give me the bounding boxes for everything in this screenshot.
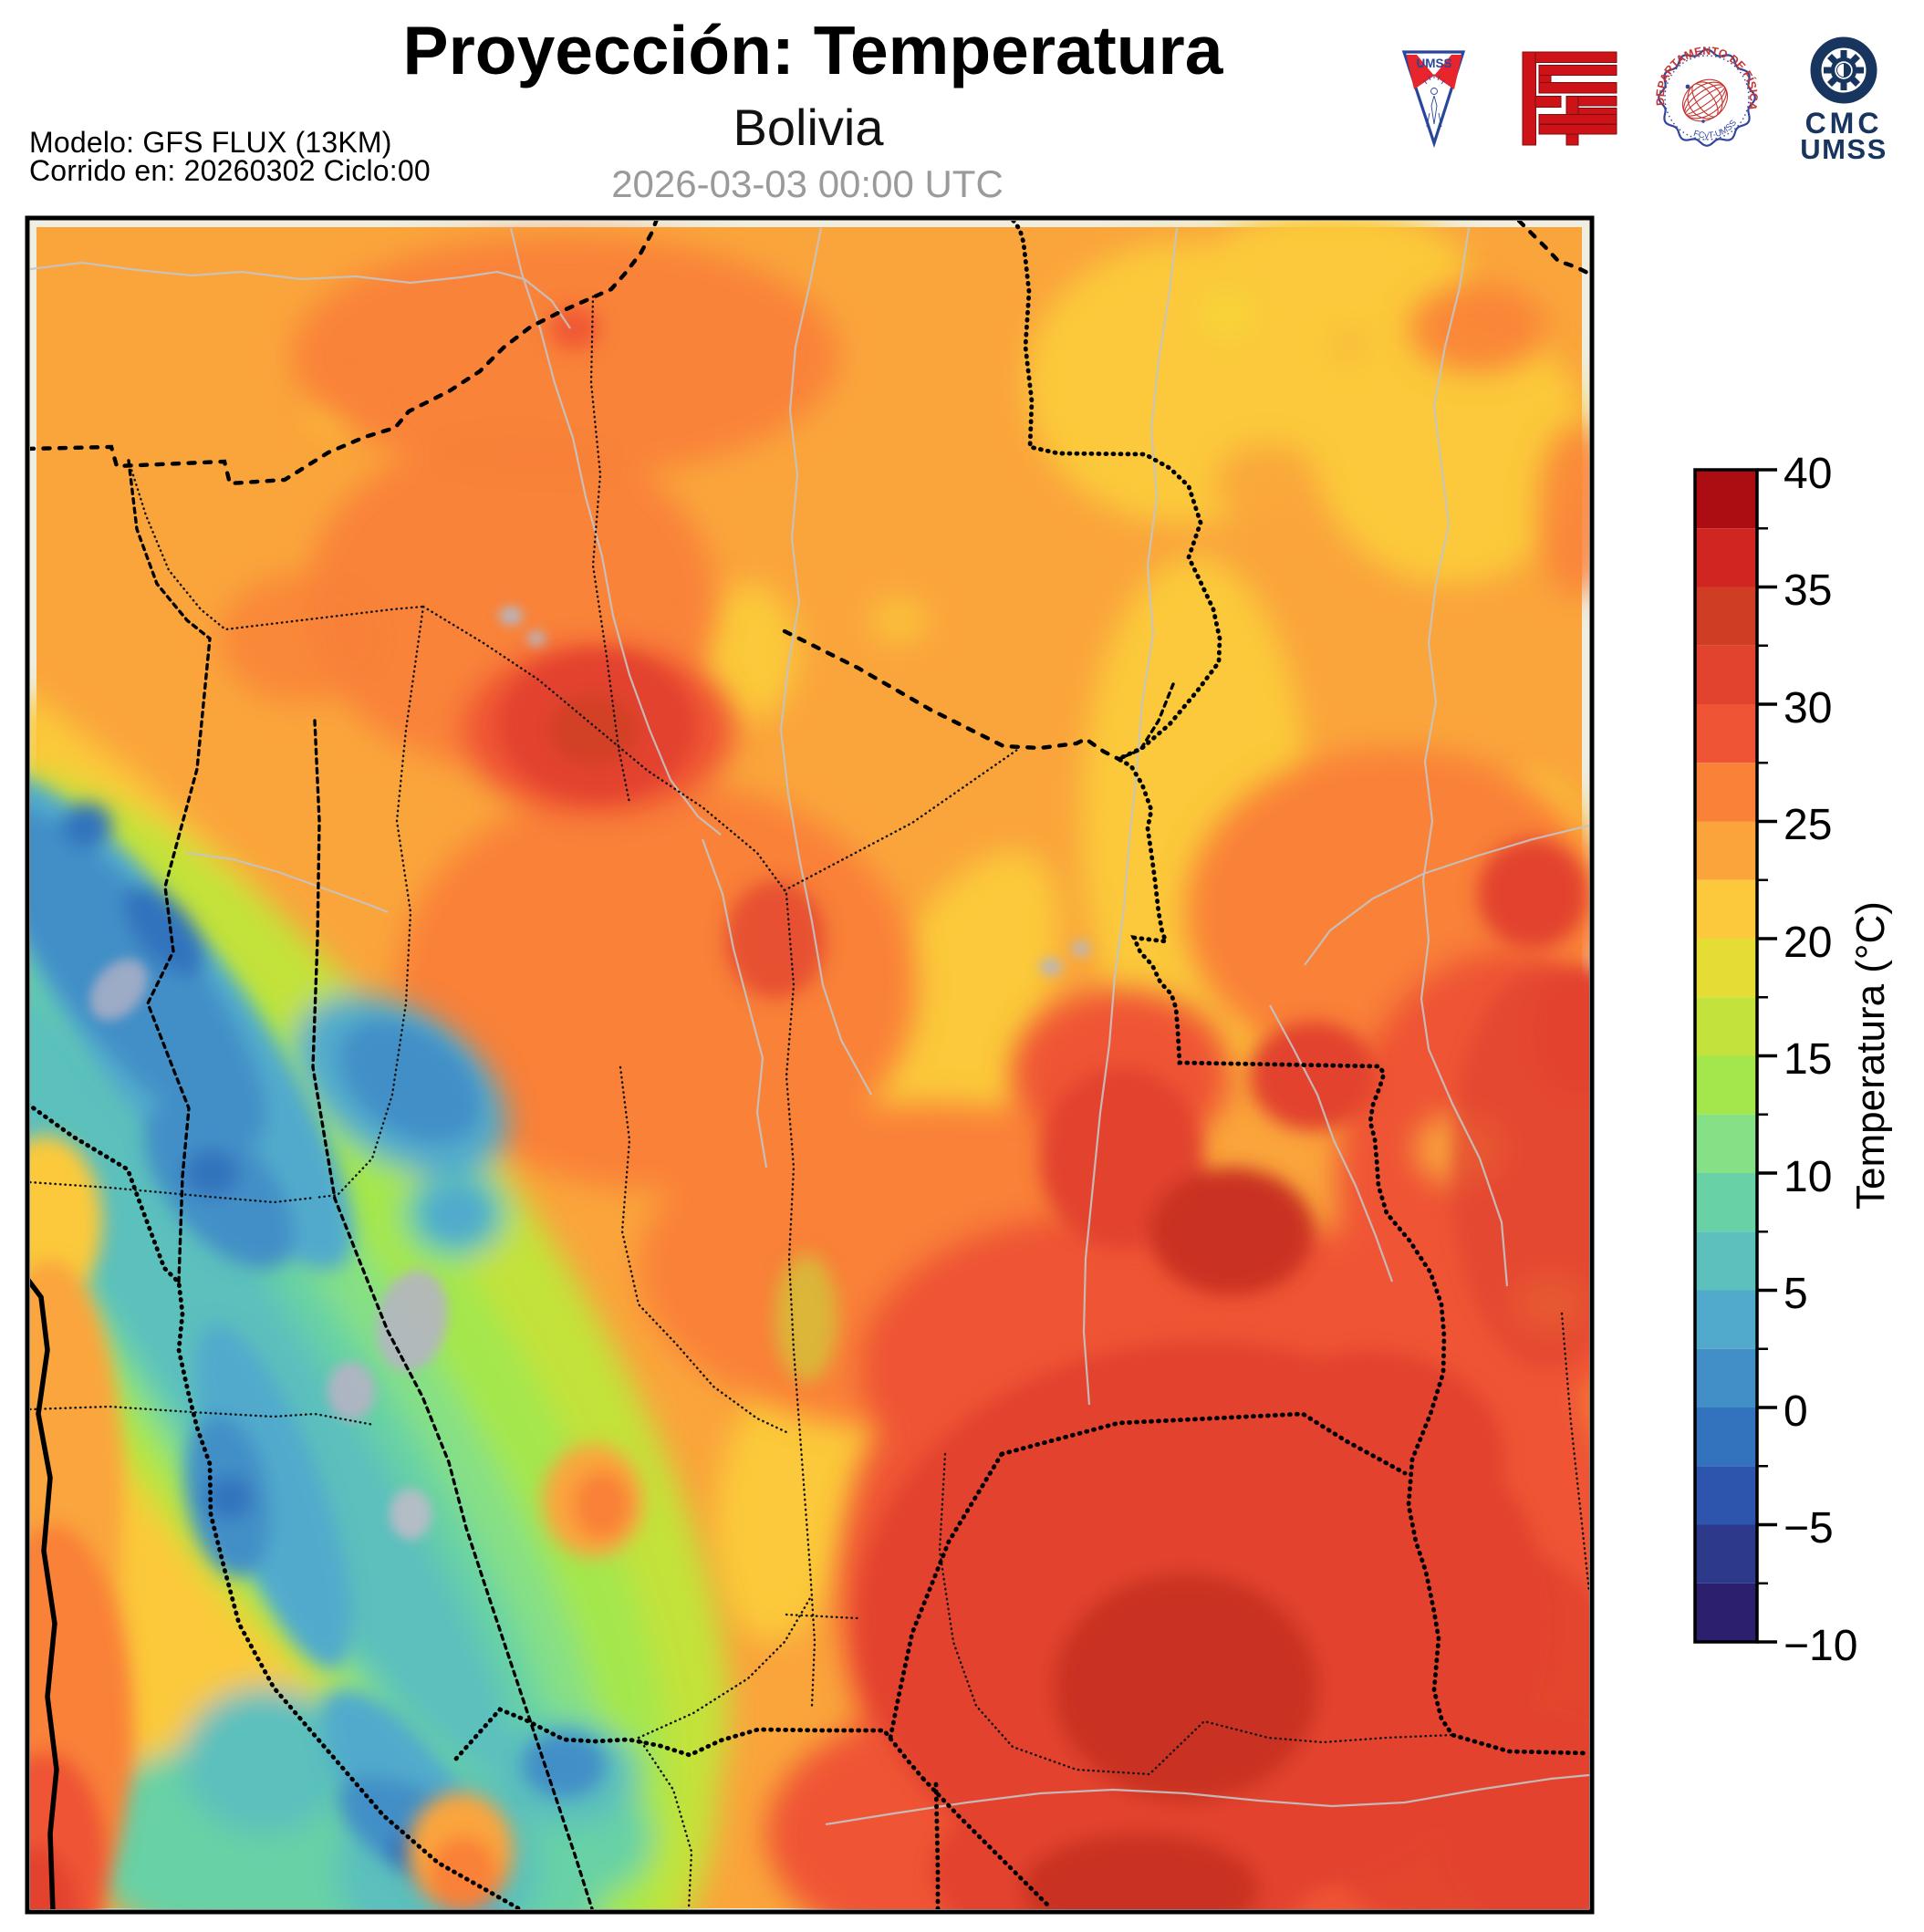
svg-text:Modelo: GFS FLUX (13KM): Modelo: GFS FLUX (13KM) [29, 126, 392, 159]
svg-text:0: 0 [1784, 1387, 1808, 1436]
svg-text:20: 20 [1784, 919, 1832, 967]
svg-text:35: 35 [1784, 566, 1832, 615]
svg-text:UMSS: UMSS [1800, 133, 1888, 165]
svg-text:UMSS: UMSS [1416, 57, 1451, 70]
svg-text:25: 25 [1784, 801, 1832, 849]
svg-text:Corrido en: 20260302 Ciclo:00: Corrido en: 20260302 Ciclo:00 [29, 154, 431, 187]
svg-text:Proyección: Temperatura: Proyección: Temperatura [403, 12, 1224, 88]
svg-text:2026-03-03 00:00 UTC: 2026-03-03 00:00 UTC [611, 162, 1004, 205]
svg-text:Temperatura (°C): Temperatura (°C) [1848, 901, 1893, 1210]
svg-text:15: 15 [1784, 1035, 1832, 1084]
svg-text:40: 40 [1784, 450, 1832, 498]
svg-text:−10: −10 [1784, 1622, 1857, 1670]
svg-text:5: 5 [1784, 1270, 1808, 1318]
svg-text:Bolivia: Bolivia [733, 99, 885, 156]
svg-text:−5: −5 [1784, 1504, 1834, 1553]
svg-text:10: 10 [1784, 1153, 1832, 1201]
svg-text:CMC: CMC [1805, 107, 1883, 140]
svg-text:30: 30 [1784, 684, 1832, 732]
